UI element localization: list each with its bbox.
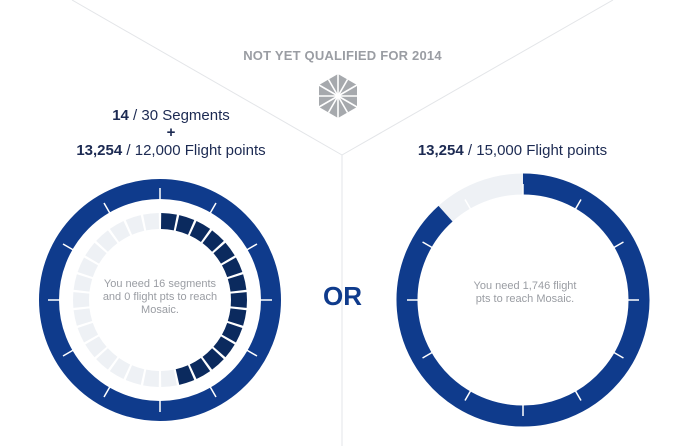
segment-empty [85, 336, 107, 358]
plus-separator: + [166, 124, 176, 141]
right-ring-tick [574, 389, 582, 401]
left-points-target: / 12,000 Flight points [122, 142, 266, 159]
segment-filled [175, 365, 195, 385]
segment-empty [96, 348, 118, 370]
right-points-ring [396, 173, 650, 427]
right-ring-tick [464, 199, 472, 211]
left-points-summary: 13,254 / 12,000 Flight points [0, 142, 342, 159]
hexagon-cube-logo-icon [318, 74, 358, 118]
left-ring-tick [62, 243, 75, 252]
segments-current: 14 [112, 107, 129, 124]
right-points-current: 13,254 [417, 142, 464, 159]
segment-filled [202, 348, 224, 370]
segment-empty [109, 357, 131, 379]
right-ring-tick [464, 389, 472, 401]
segment-empty [160, 369, 177, 387]
right-requirement-message: You need 1,746 flight pts to reach Mosai… [473, 280, 577, 305]
right-ring-tick [422, 241, 434, 249]
right-ring-tick [422, 351, 434, 359]
segment-filled [227, 308, 247, 326]
right-points-progress-arc [396, 173, 650, 427]
left-segments-ring [73, 213, 247, 387]
segment-empty [125, 215, 145, 235]
right-ring-tick [612, 241, 624, 249]
segment-filled [213, 336, 235, 358]
segment-empty [96, 230, 118, 252]
left-points-current: 13,254 [76, 142, 123, 159]
segment-filled [189, 221, 211, 243]
segment-empty [77, 257, 99, 278]
right-ring-tick [612, 351, 624, 359]
right-points-summary: 13,254 / 15,000 Flight points [340, 142, 685, 159]
segment-filled [221, 257, 243, 278]
left-segments-summary: 14 / 30 Segments [0, 107, 342, 124]
right-points-target: / 15,000 Flight points [463, 142, 608, 159]
segment-filled [227, 274, 247, 292]
segment-empty [73, 274, 93, 292]
left-ring-tick [208, 202, 217, 215]
left-requirement-message: You need 16 segments and 0 flight pts to… [102, 278, 218, 316]
segment-empty [125, 365, 145, 385]
right-ring-ticks [407, 184, 639, 416]
segment-empty [85, 242, 107, 264]
left-ring-tick [103, 385, 112, 398]
segment-filled [189, 357, 211, 379]
segment-empty [143, 369, 160, 387]
segment-empty [109, 221, 131, 243]
segment-filled [221, 322, 243, 343]
divider-lines [71, 0, 614, 446]
segments-target: / 30 Segments [128, 107, 230, 124]
or-separator: OR [323, 281, 362, 311]
segment-filled [175, 215, 195, 235]
left-ring-tick [62, 348, 75, 357]
segment-filled [160, 213, 177, 231]
segment-empty [73, 308, 93, 326]
left-ring-tick [103, 202, 112, 215]
qualification-status-heading: NOT YET QUALIFIED FOR 2014 [243, 48, 442, 63]
left-ring-tick [245, 243, 258, 252]
segment-empty [143, 213, 160, 231]
segment-filled [213, 242, 235, 264]
segment-empty [77, 322, 99, 343]
segment-filled [202, 230, 224, 252]
left-points-ring [39, 179, 281, 421]
right-ring-tick [574, 199, 582, 211]
left-ring-tick [245, 348, 258, 357]
left-ring-tick [208, 385, 217, 398]
left-ring-ticks [48, 188, 272, 412]
